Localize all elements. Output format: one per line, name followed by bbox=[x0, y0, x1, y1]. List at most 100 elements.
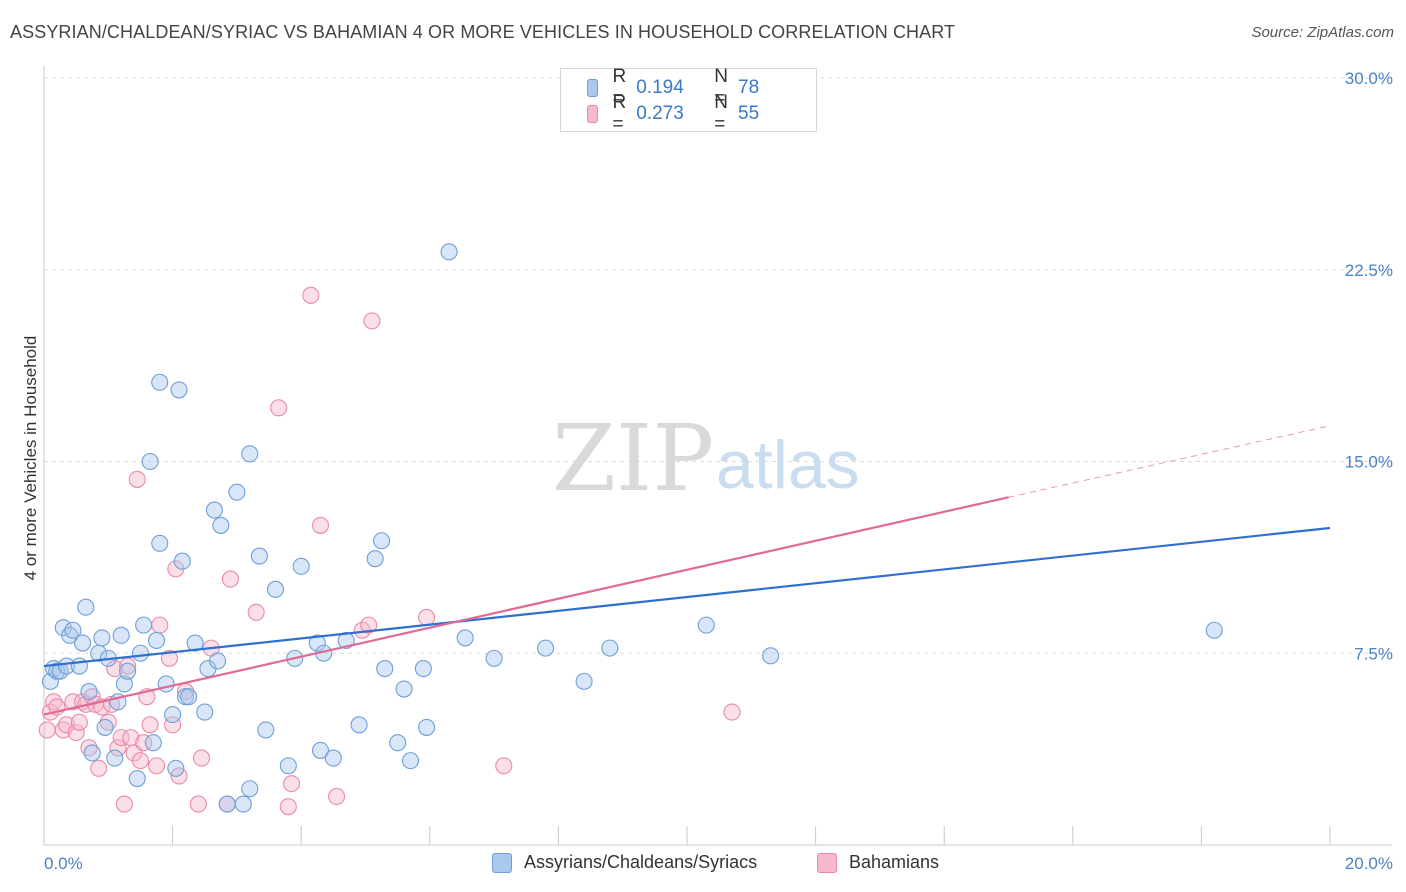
assyrians-point bbox=[575, 672, 593, 690]
legend-item-assyrians[interactable]: Assyrians/Chaldeans/Syriacs bbox=[492, 852, 757, 873]
assyrians-point bbox=[96, 718, 114, 736]
pink-swatch bbox=[587, 105, 599, 123]
assyrians-point bbox=[1205, 621, 1223, 639]
r-value: 0.194 bbox=[636, 77, 684, 98]
y-tick-label: 22.5% bbox=[1345, 261, 1393, 280]
y-tick-labels: 7.5% 15.0% 22.5% 30.0% bbox=[1345, 69, 1393, 663]
assyrians-point bbox=[128, 769, 146, 788]
assyrians-point bbox=[141, 452, 159, 471]
assyrians-point bbox=[395, 680, 413, 698]
bahamians-points bbox=[38, 286, 741, 816]
assyrians-point bbox=[250, 547, 268, 565]
bahamians-point bbox=[279, 798, 297, 816]
bahamians-point bbox=[283, 775, 301, 793]
assyrians-point bbox=[147, 631, 166, 650]
assyrians-point bbox=[311, 741, 330, 759]
assyrians-point bbox=[485, 649, 503, 667]
assyrians-point bbox=[57, 657, 76, 675]
bahamians-point bbox=[302, 286, 320, 304]
assyrians-point bbox=[80, 683, 98, 701]
bahamians-point bbox=[221, 570, 240, 588]
watermark-atlas: atlas bbox=[716, 427, 860, 503]
assyrians-point bbox=[83, 744, 101, 762]
bahamians-point bbox=[328, 787, 346, 805]
assyrians-point bbox=[173, 552, 191, 570]
assyrians-point bbox=[64, 621, 82, 639]
bahamians-point bbox=[164, 716, 182, 734]
x-tick-label: 20.0% bbox=[1345, 854, 1393, 873]
assyrians-point bbox=[205, 501, 223, 519]
bahamians-trend-extension bbox=[1008, 425, 1331, 498]
assyrians-point bbox=[279, 757, 297, 775]
bahamians-point bbox=[723, 703, 741, 721]
n-label: N = bbox=[714, 92, 728, 135]
assyrians-point bbox=[228, 483, 246, 501]
assyrians-point bbox=[697, 616, 715, 634]
assyrians-point bbox=[135, 616, 153, 634]
assyrians-point bbox=[257, 721, 275, 739]
bahamians-point bbox=[418, 608, 436, 627]
blue-swatch bbox=[492, 852, 512, 873]
assyrians-point bbox=[324, 749, 342, 767]
assyrians-point bbox=[144, 734, 162, 752]
x-tick-label: 0.0% bbox=[44, 854, 83, 873]
assyrians-point bbox=[401, 752, 420, 770]
assyrians-point bbox=[234, 795, 252, 813]
bahamians-point bbox=[141, 716, 159, 734]
n-label: N = bbox=[714, 66, 728, 109]
assyrians-point bbox=[456, 629, 474, 647]
stats-row-bahamians: R = 0.273 N = 55 bbox=[587, 92, 816, 135]
assyrians-point bbox=[180, 688, 198, 706]
bahamians-point bbox=[99, 713, 117, 731]
bahamians-point bbox=[67, 723, 85, 742]
n-value: 55 bbox=[738, 103, 760, 124]
y-tick-label: 15.0% bbox=[1345, 453, 1393, 472]
y-tick-label: 7.5% bbox=[1354, 644, 1393, 663]
bahamians-point bbox=[363, 312, 381, 330]
assyrians-point bbox=[418, 718, 436, 736]
assyrians-point bbox=[308, 634, 326, 652]
assyrians-point bbox=[366, 550, 384, 568]
r-label: R = bbox=[612, 66, 627, 109]
source-label: Source: ZipAtlas.com bbox=[1251, 24, 1394, 41]
bahamians-point bbox=[360, 616, 378, 634]
bahamians-point bbox=[109, 739, 127, 757]
assyrians-point bbox=[241, 780, 259, 798]
bahamians-point bbox=[90, 759, 108, 777]
assyrians-point bbox=[218, 795, 236, 813]
assyrians-point bbox=[186, 634, 204, 652]
bahamians-point bbox=[128, 470, 146, 488]
y-tick-label: 30.0% bbox=[1345, 69, 1393, 88]
bahamians-point bbox=[38, 721, 56, 739]
legend-item-bahamians[interactable]: Bahamians bbox=[817, 852, 939, 873]
assyrians-point bbox=[350, 716, 368, 734]
assyrians-point bbox=[762, 647, 780, 665]
assyrians-point bbox=[601, 639, 619, 657]
assyrians-point bbox=[241, 445, 259, 463]
assyrians-point bbox=[119, 662, 137, 680]
stats-row-assyrians: R = 0.194 N = 78 bbox=[587, 66, 816, 109]
bahamians-point bbox=[495, 757, 513, 775]
assyrians-point bbox=[106, 749, 124, 767]
bahamians-point bbox=[54, 721, 72, 739]
blue-swatch bbox=[587, 79, 599, 97]
chart-title: ASSYRIAN/CHALDEAN/SYRIAC VS BAHAMIAN 4 O… bbox=[10, 22, 956, 42]
assyrians-point bbox=[115, 675, 133, 693]
assyrians-point bbox=[151, 534, 169, 552]
assyrians-point bbox=[440, 243, 458, 261]
bahamians-point bbox=[311, 516, 330, 534]
bahamians-point bbox=[147, 757, 166, 775]
bahamians-point bbox=[270, 399, 288, 417]
x-tick-labels: 0.0% 20.0% bbox=[44, 854, 1393, 873]
bahamians-point bbox=[106, 660, 124, 678]
assyrians-point bbox=[164, 706, 182, 724]
watermark-zip: ZIP bbox=[552, 405, 714, 512]
assyrians-point bbox=[266, 580, 285, 598]
assyrians-point bbox=[212, 516, 230, 534]
assyrians-point bbox=[131, 644, 149, 662]
assyrians-point bbox=[77, 598, 95, 616]
bahamians-point bbox=[135, 734, 153, 752]
assyrians-point bbox=[112, 626, 130, 644]
assyrians-point bbox=[292, 557, 310, 575]
assyrians-point bbox=[167, 759, 185, 777]
